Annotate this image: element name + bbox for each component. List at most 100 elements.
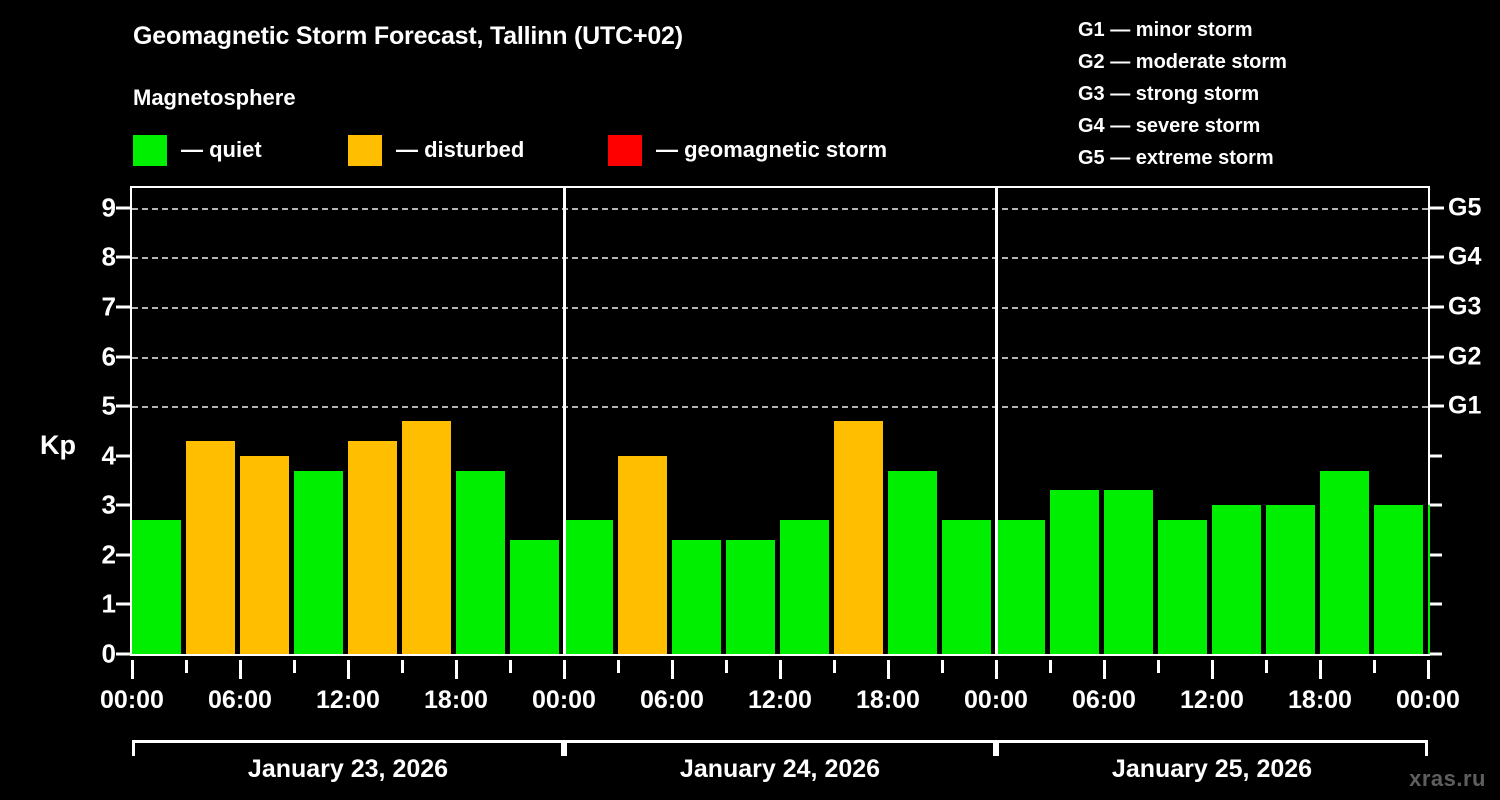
gridline-kp-6: [132, 356, 1428, 359]
legend-label-quiet: — quiet: [181, 137, 262, 162]
y-tick-mark-8: [116, 255, 130, 259]
bar: [1266, 505, 1315, 654]
chart-subtitle: Magnetosphere: [133, 85, 296, 110]
bar: [996, 520, 1045, 654]
x-tick-mark-minor-1: [185, 660, 188, 673]
x-tick-mark-9: [1103, 660, 1106, 679]
y-tick-label-4: 4: [101, 440, 116, 471]
watermark: xras.ru: [1409, 766, 1486, 791]
bar: [1428, 505, 1430, 654]
y-tick-label-0: 0: [101, 638, 116, 669]
x-tick-label-11: 18:00: [1288, 686, 1352, 714]
x-tick-label-12: 00:00: [1396, 686, 1460, 714]
bar: [510, 539, 559, 654]
gridline-kp-5: [132, 406, 1428, 409]
y-axis-title: Kp: [40, 430, 76, 460]
g-axis-minor-tick-2: [1430, 553, 1442, 557]
y-tick-mark-2: [116, 553, 130, 557]
bar: [672, 539, 721, 654]
x-tick-label-4: 00:00: [532, 686, 596, 714]
g-tick-mark-G2: [1430, 355, 1444, 359]
g-scale-legend: G1 — minor storm G2 — moderate storm G3 — …: [1078, 14, 1287, 174]
day-label-3: January 25, 2026: [1111, 755, 1313, 783]
g-axis-minor-tick-3: [1430, 503, 1442, 507]
legend-label-storm: — geomagnetic storm: [656, 137, 888, 162]
g-tick-label-G2: G2: [1448, 342, 1482, 371]
y-tick-label-6: 6: [101, 341, 116, 372]
g-tick-mark-G1: [1430, 404, 1444, 408]
y-tick-mark-1: [116, 602, 130, 606]
y-tick-mark-4: [116, 454, 130, 458]
x-tick-label-3: 18:00: [424, 686, 488, 714]
y-tick-mark-6: [116, 355, 130, 359]
bar: [456, 470, 505, 654]
x-tick-mark-minor-15: [941, 660, 944, 673]
x-tick-label-0: 00:00: [100, 686, 164, 714]
bar: [1050, 490, 1099, 654]
bar: [1320, 470, 1369, 654]
x-tick-mark-minor-3: [293, 660, 296, 673]
x-tick-mark-0: [131, 660, 134, 679]
day-bracket-1: [132, 740, 564, 756]
y-tick-mark-5: [116, 404, 130, 408]
g-tick-mark-G4: [1430, 255, 1444, 259]
y-tick-mark-7: [116, 305, 130, 309]
y-tick-mark-9: [116, 206, 130, 210]
y-tick-mark-3: [116, 503, 130, 507]
x-tick-mark-7: [887, 660, 890, 679]
bar: [564, 520, 613, 654]
bar: [402, 421, 451, 654]
day-bracket-2: [564, 740, 996, 756]
x-tick-mark-1: [239, 660, 242, 679]
x-tick-mark-6: [779, 660, 782, 679]
bar: [888, 470, 937, 654]
g-tick-mark-G3: [1430, 305, 1444, 309]
x-tick-mark-minor-17: [1049, 660, 1052, 673]
bar: [1374, 505, 1423, 654]
day-label-1: January 23, 2026: [247, 755, 449, 783]
page-title: Geomagnetic Storm Forecast, Tallinn (UTC…: [133, 22, 683, 50]
x-tick-label-9: 06:00: [1072, 686, 1136, 714]
legend-label-disturbed: — disturbed: [396, 137, 525, 162]
day-bracket-3: [996, 740, 1428, 756]
g-axis-minor-tick-0: [1430, 652, 1442, 656]
legend-item-storm: — geomagnetic storm: [608, 133, 887, 167]
day-separator-2: [995, 188, 998, 654]
y-tick-label-5: 5: [101, 390, 116, 421]
day-separator-1: [563, 188, 566, 654]
g-tick-mark-G5: [1430, 206, 1444, 210]
x-tick-label-10: 12:00: [1180, 686, 1244, 714]
y-tick-mark-0: [116, 652, 130, 656]
x-tick-mark-2: [347, 660, 350, 679]
x-tick-mark-minor-7: [509, 660, 512, 673]
x-tick-mark-minor-5: [401, 660, 404, 673]
y-tick-label-2: 2: [101, 539, 116, 570]
x-tick-mark-8: [995, 660, 998, 679]
g-tick-label-G4: G4: [1448, 242, 1482, 271]
bar: [348, 440, 397, 654]
x-tick-mark-12: [1427, 660, 1430, 679]
g-tick-label-G3: G3: [1448, 292, 1482, 321]
bar: [132, 520, 181, 654]
g-tick-label-G5: G5: [1448, 193, 1482, 222]
x-tick-mark-10: [1211, 660, 1214, 679]
bar: [1104, 490, 1153, 654]
legend-swatch-quiet-icon: [133, 134, 167, 166]
g-axis-minor-tick-4: [1430, 454, 1442, 458]
x-tick-label-6: 12:00: [748, 686, 812, 714]
x-tick-label-5: 06:00: [640, 686, 704, 714]
g-scale-line-4: G4 — severe storm: [1078, 115, 1261, 137]
bar: [942, 520, 991, 654]
x-tick-mark-11: [1319, 660, 1322, 679]
g-scale-line-5: G5 — extreme storm: [1078, 147, 1274, 169]
y-tick-label-7: 7: [101, 291, 116, 322]
gridline-kp-7: [132, 306, 1428, 309]
x-tick-label-1: 06:00: [208, 686, 272, 714]
x-tick-label-2: 12:00: [316, 686, 380, 714]
y-tick-label-3: 3: [101, 489, 116, 520]
bar: [240, 455, 289, 654]
bar: [186, 440, 235, 654]
bar: [780, 520, 829, 654]
bar: [294, 470, 343, 654]
